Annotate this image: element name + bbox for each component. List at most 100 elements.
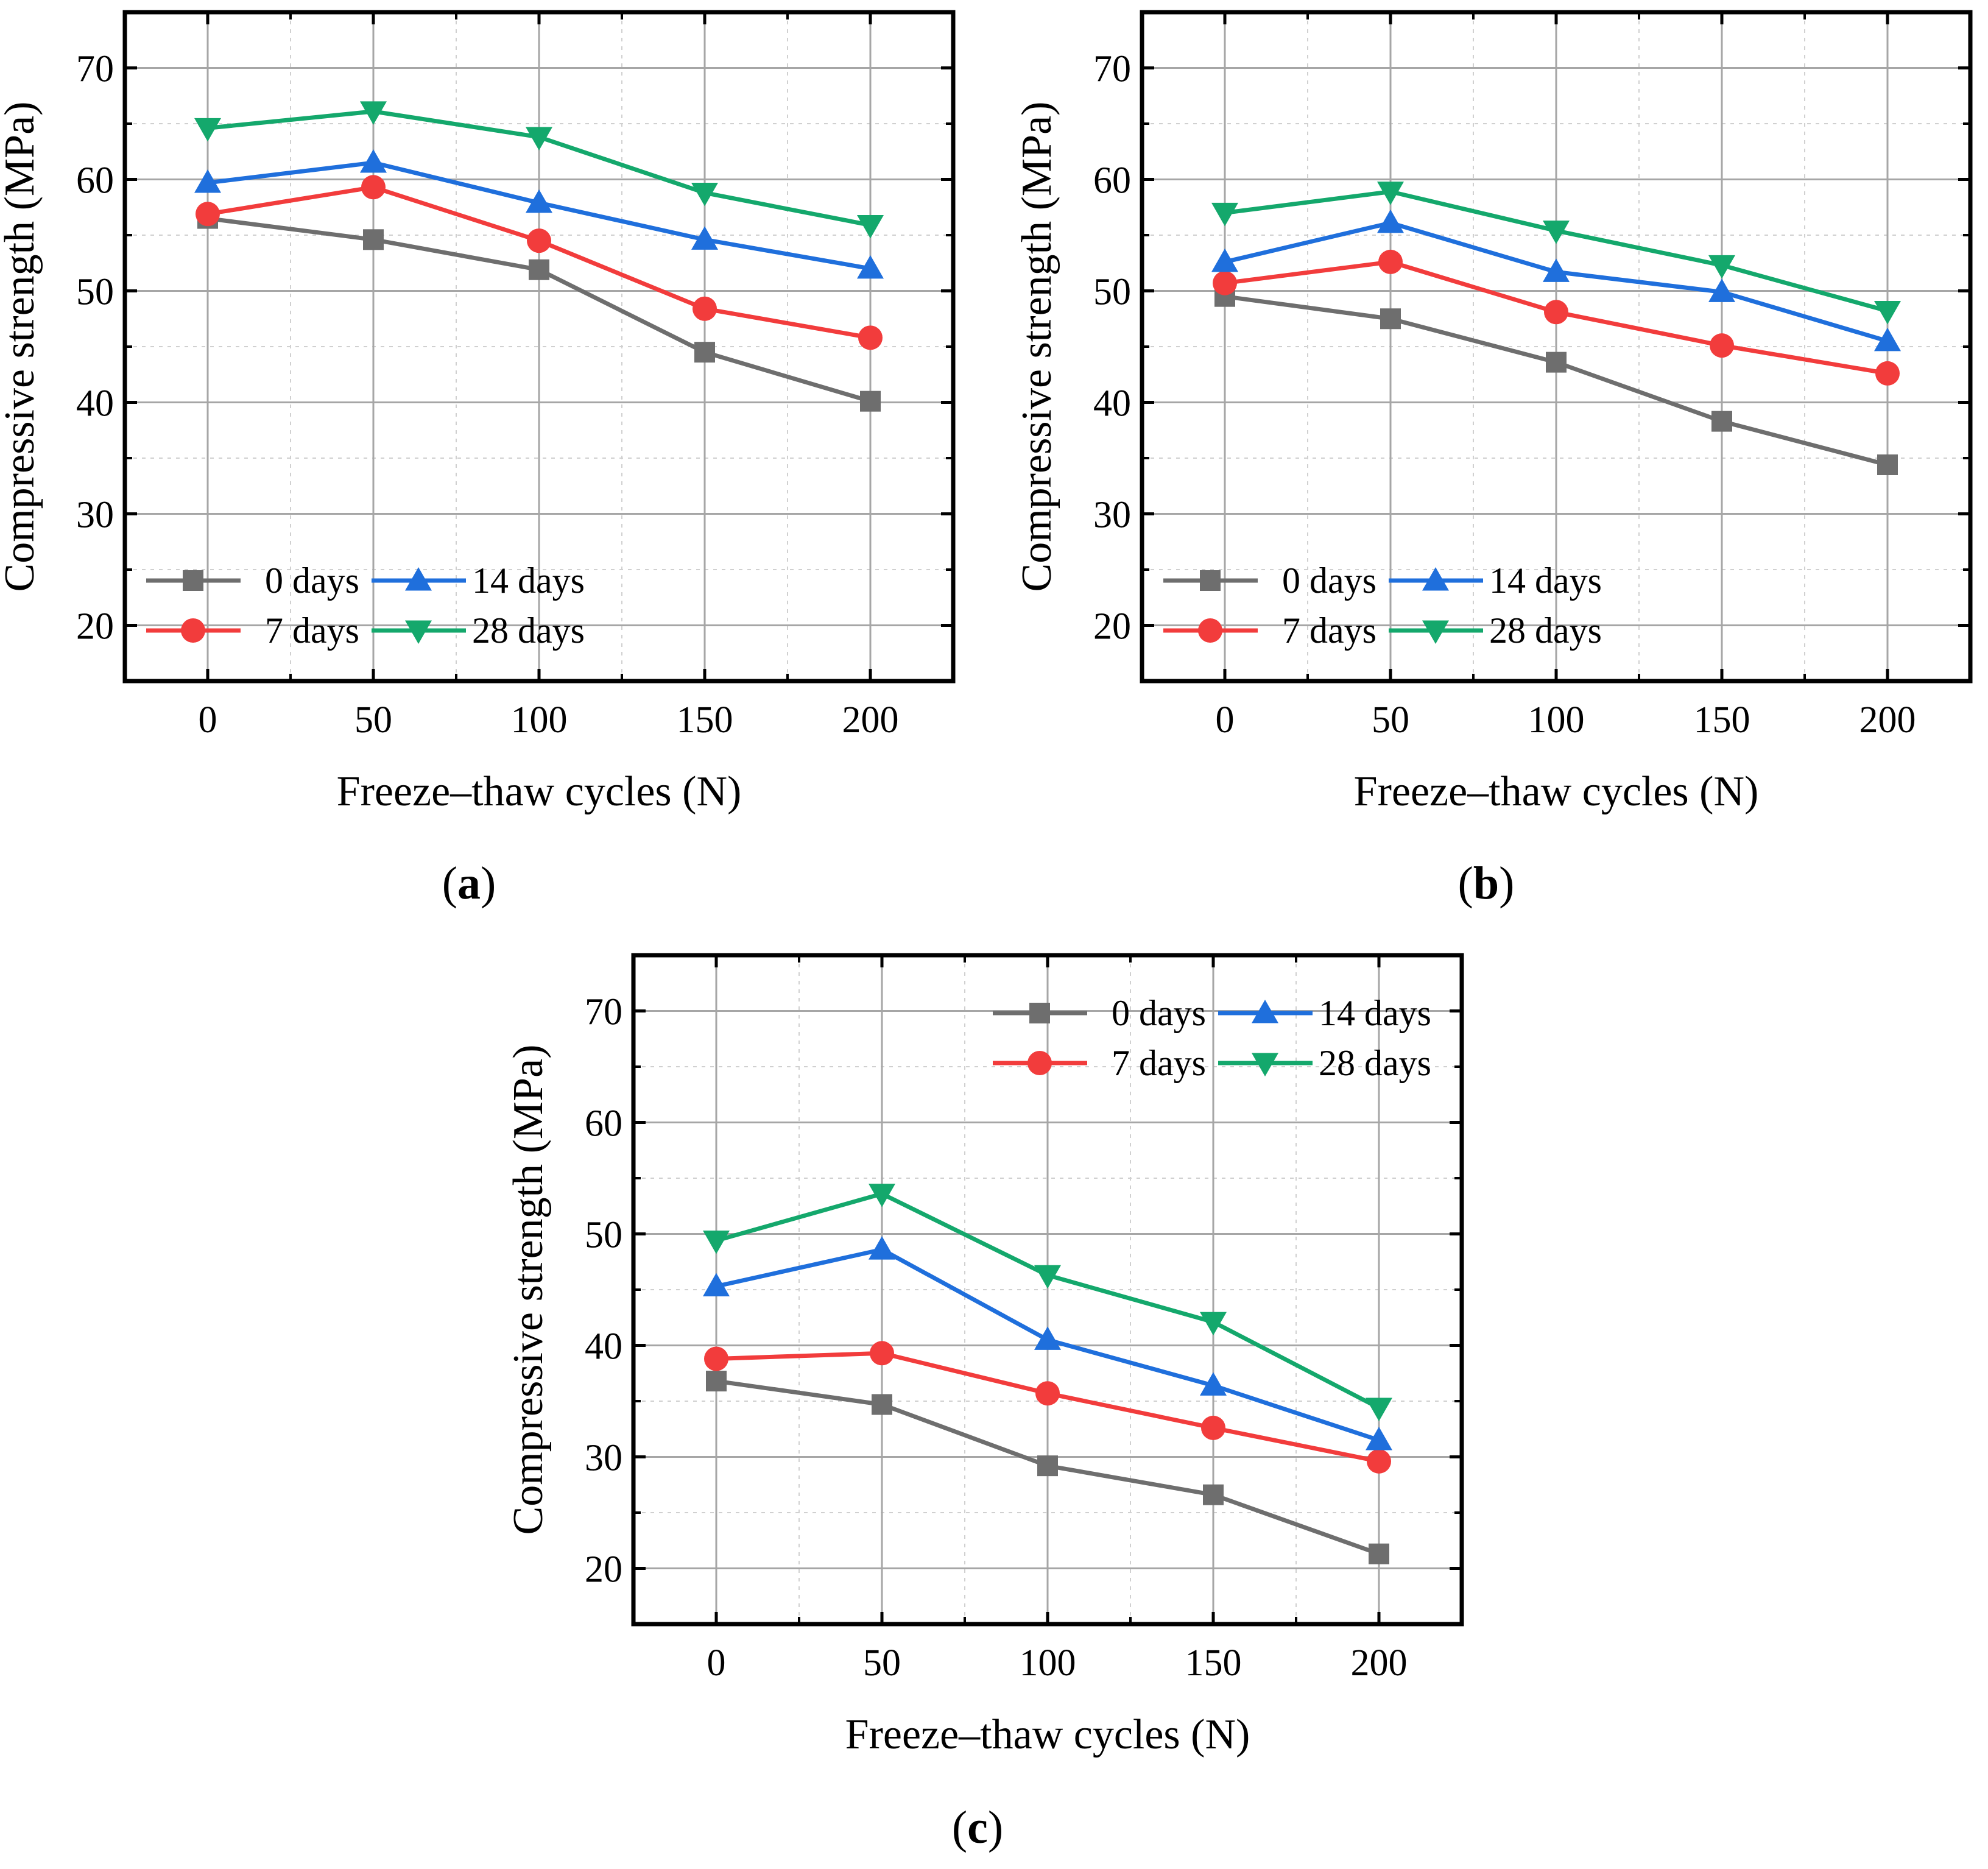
panel-label-close: ) (1499, 858, 1514, 909)
legend-item-28-days: 28 days (372, 610, 585, 651)
data-point (1035, 1381, 1060, 1406)
legend-label: 28 days (472, 610, 585, 651)
data-point (869, 1236, 895, 1260)
data-point (1710, 333, 1734, 358)
data-point (1200, 1372, 1227, 1396)
x-tick-label: 200 (1351, 1642, 1408, 1684)
data-point (1874, 300, 1901, 325)
legend-swatch-marker (183, 570, 203, 591)
x-axis-title: Freeze–thaw cycles (N) (1354, 768, 1759, 815)
series-14-days (194, 149, 884, 279)
data-point (1377, 182, 1404, 205)
chart-panel-a: 0 50 100 150 200 20 30 40 50 60 70 Freeze–thaw cycl… (0, 10, 956, 909)
x-tick-label: 50 (1372, 699, 1409, 741)
data-point (1366, 1397, 1392, 1421)
data-point (691, 182, 718, 207)
data-point (1543, 258, 1570, 282)
y-tick-label: 60 (1093, 160, 1131, 202)
legend-swatch-marker (405, 567, 432, 591)
plot-frame (122, 10, 956, 684)
series-14-days (703, 1236, 1392, 1450)
data-point (870, 1341, 894, 1366)
legend-item-0-days: 0 days (146, 560, 359, 601)
x-tick-label: 100 (511, 699, 568, 741)
data-point (1546, 352, 1567, 373)
legend-label: 28 days (1489, 610, 1602, 651)
data-point (1708, 278, 1735, 302)
data-point (1544, 300, 1568, 325)
chart-panel-b: 0 50 100 150 200 20 30 40 50 60 70 Freeze–thaw cycl… (1013, 10, 1973, 909)
data-point (360, 101, 387, 125)
legend-item-7-days: 7 days (993, 1043, 1206, 1083)
series-28-days (1211, 182, 1901, 325)
series-28-days (703, 1184, 1392, 1421)
x-tick-label: 0 (1216, 699, 1235, 741)
series-7-days (704, 1341, 1391, 1474)
panel-label-letter: a (457, 858, 481, 909)
data-point (694, 342, 715, 363)
panel-label: (b) (1458, 858, 1515, 909)
legend-label: 0 days (1282, 560, 1376, 601)
legend-swatch-marker (1252, 1053, 1278, 1076)
data-point (1378, 249, 1403, 274)
legend: 0 days 14 days 7 days 28 days (1163, 560, 1602, 651)
data-point (860, 390, 881, 412)
panel-label: (a) (442, 858, 496, 909)
data-point (1875, 361, 1900, 386)
data-point (857, 255, 884, 279)
data-point (1037, 1455, 1058, 1477)
data-point (527, 228, 551, 253)
panel-label-letter: b (1473, 858, 1499, 909)
data-point (857, 215, 884, 239)
x-tick-label: 0 (199, 699, 217, 741)
y-tick-label: 20 (585, 1549, 622, 1591)
data-point (869, 1184, 895, 1207)
legend-swatch-marker (1200, 570, 1221, 591)
legend-label: 7 days (265, 610, 359, 651)
x-tick-label: 200 (842, 699, 899, 741)
x-tick-label: 150 (1694, 699, 1750, 741)
x-tick-label: 100 (1020, 1642, 1076, 1684)
panel-label-open: ( (442, 858, 457, 909)
legend-swatch-marker (1252, 1000, 1278, 1023)
x-axis-title: Freeze–thaw cycles (N) (845, 1711, 1250, 1758)
gridlines (633, 955, 1462, 1625)
data-point (1366, 1427, 1392, 1450)
legend-item-0-days: 0 days (993, 993, 1206, 1033)
legend-item-14-days: 14 days (372, 560, 585, 601)
y-tick-label: 30 (76, 495, 114, 536)
series-28-days (194, 101, 884, 239)
y-tick-label: 40 (76, 383, 114, 425)
data-point (526, 127, 552, 150)
legend-swatch-marker (1027, 1051, 1052, 1075)
legend-item-28-days: 28 days (1389, 610, 1602, 651)
data-point (1367, 1449, 1391, 1474)
panel-label-close: ) (988, 1802, 1003, 1853)
data-point (703, 1230, 730, 1254)
data-point (872, 1394, 892, 1415)
x-tick-label: 0 (707, 1642, 726, 1684)
y-tick-label: 50 (1093, 272, 1131, 313)
data-point (1034, 1265, 1061, 1289)
legend-item-7-days: 7 days (1163, 610, 1376, 651)
data-point (1380, 308, 1401, 330)
plot-frame (1140, 10, 1973, 684)
data-point (693, 296, 717, 321)
data-point (1201, 1415, 1225, 1440)
legend-item-0-days: 0 days (1163, 560, 1376, 601)
plot-frame (631, 953, 1464, 1627)
data-point (1874, 327, 1901, 352)
panel-label-open: ( (952, 1802, 967, 1853)
data-point (526, 189, 552, 213)
legend-swatch-marker (1198, 618, 1222, 643)
data-point (704, 1346, 728, 1371)
legend-swatch-marker (181, 618, 205, 643)
y-tick-label: 20 (76, 606, 114, 648)
y-tick-label: 20 (1093, 606, 1131, 648)
data-point (1369, 1543, 1389, 1564)
x-tick-label: 150 (1185, 1642, 1242, 1684)
legend-item-7-days: 7 days (146, 610, 359, 651)
data-point (1211, 248, 1238, 272)
data-point (1543, 221, 1570, 244)
